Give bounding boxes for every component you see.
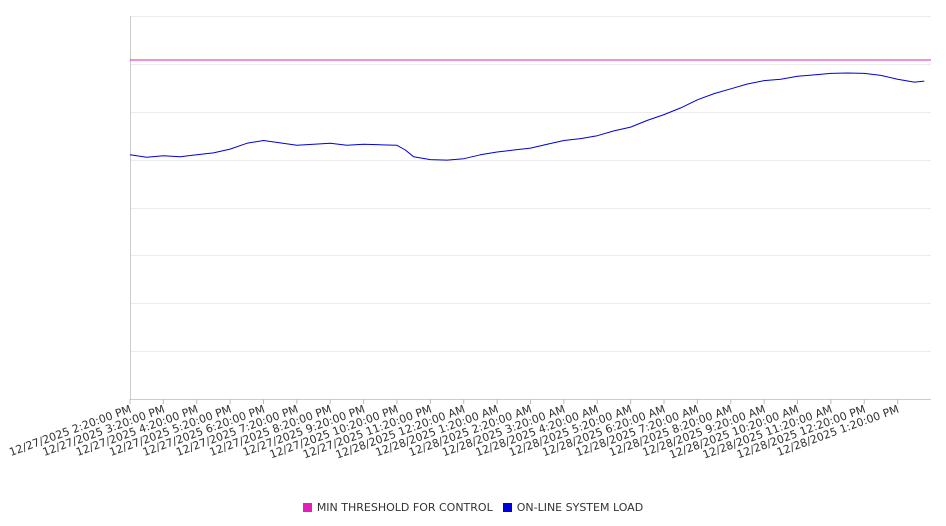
legend-item-threshold[interactable]: MIN THRESHOLD FOR CONTROL <box>302 500 493 514</box>
legend: MIN THRESHOLD FOR CONTROL ON-LINE SYSTEM… <box>0 498 946 516</box>
y-gridlines <box>130 16 931 352</box>
legend-label-system-load: ON-LINE SYSTEM LOAD <box>516 500 644 514</box>
system-load-line <box>129 72 925 161</box>
series-layer <box>129 59 931 161</box>
legend-swatch-threshold <box>302 502 312 512</box>
legend-label-threshold: MIN THRESHOLD FOR CONTROL <box>316 500 493 514</box>
legend-item-system-load[interactable]: ON-LINE SYSTEM LOAD <box>502 500 644 514</box>
legend-swatch-system-load <box>502 502 512 512</box>
